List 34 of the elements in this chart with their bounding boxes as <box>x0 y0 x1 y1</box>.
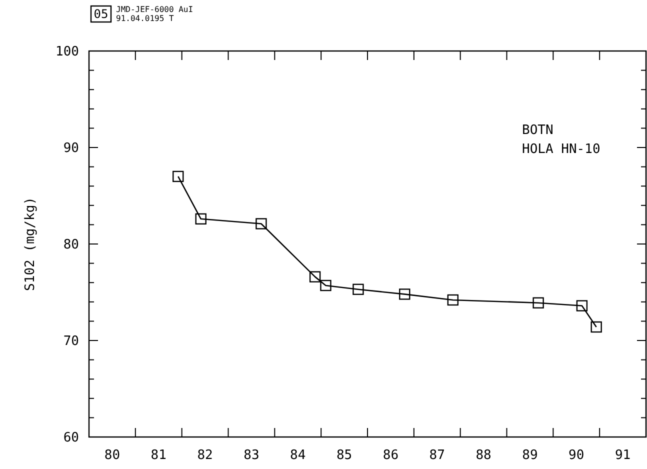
annotation: BOTN <box>522 123 554 138</box>
point <box>576 300 588 312</box>
x-tick-label: 90 <box>568 448 584 463</box>
point <box>399 288 410 300</box>
y-tick-label: 80 <box>63 238 79 253</box>
x-tick-label: 84 <box>290 448 306 463</box>
y-tick-label: 90 <box>63 141 79 156</box>
y-tick-label: 70 <box>63 334 79 350</box>
y-axis-title: S102 (mg/kg) <box>23 197 38 291</box>
x-tick-label: 89 <box>522 448 538 463</box>
text: JMD-JEF-6000 AuI <box>116 5 194 14</box>
point <box>172 170 184 182</box>
y-tick-label: 60 <box>63 430 79 446</box>
text: 91.04.0195 T <box>116 14 174 23</box>
annotation: HOLA HN-10 <box>522 142 600 157</box>
text: 05 <box>94 7 108 22</box>
point <box>590 321 602 333</box>
x-tick-label: 82 <box>197 448 213 463</box>
x-tick-label: 88 <box>476 448 492 463</box>
point <box>447 294 459 306</box>
x-tick-label: 87 <box>429 448 445 463</box>
x-tick-label: 80 <box>104 448 120 463</box>
point <box>532 297 544 308</box>
x-tick-label: 81 <box>150 448 166 463</box>
x-tick-label: 86 <box>382 448 399 463</box>
x-tick-label: 83 <box>244 448 260 463</box>
x-tick-label: 91 <box>614 448 631 463</box>
x-tick-label: 85 <box>336 448 352 463</box>
point <box>320 280 332 292</box>
point <box>309 271 321 282</box>
point <box>256 218 267 230</box>
point <box>195 213 206 225</box>
y-tick-label: 100 <box>56 44 79 60</box>
point <box>352 284 364 295</box>
